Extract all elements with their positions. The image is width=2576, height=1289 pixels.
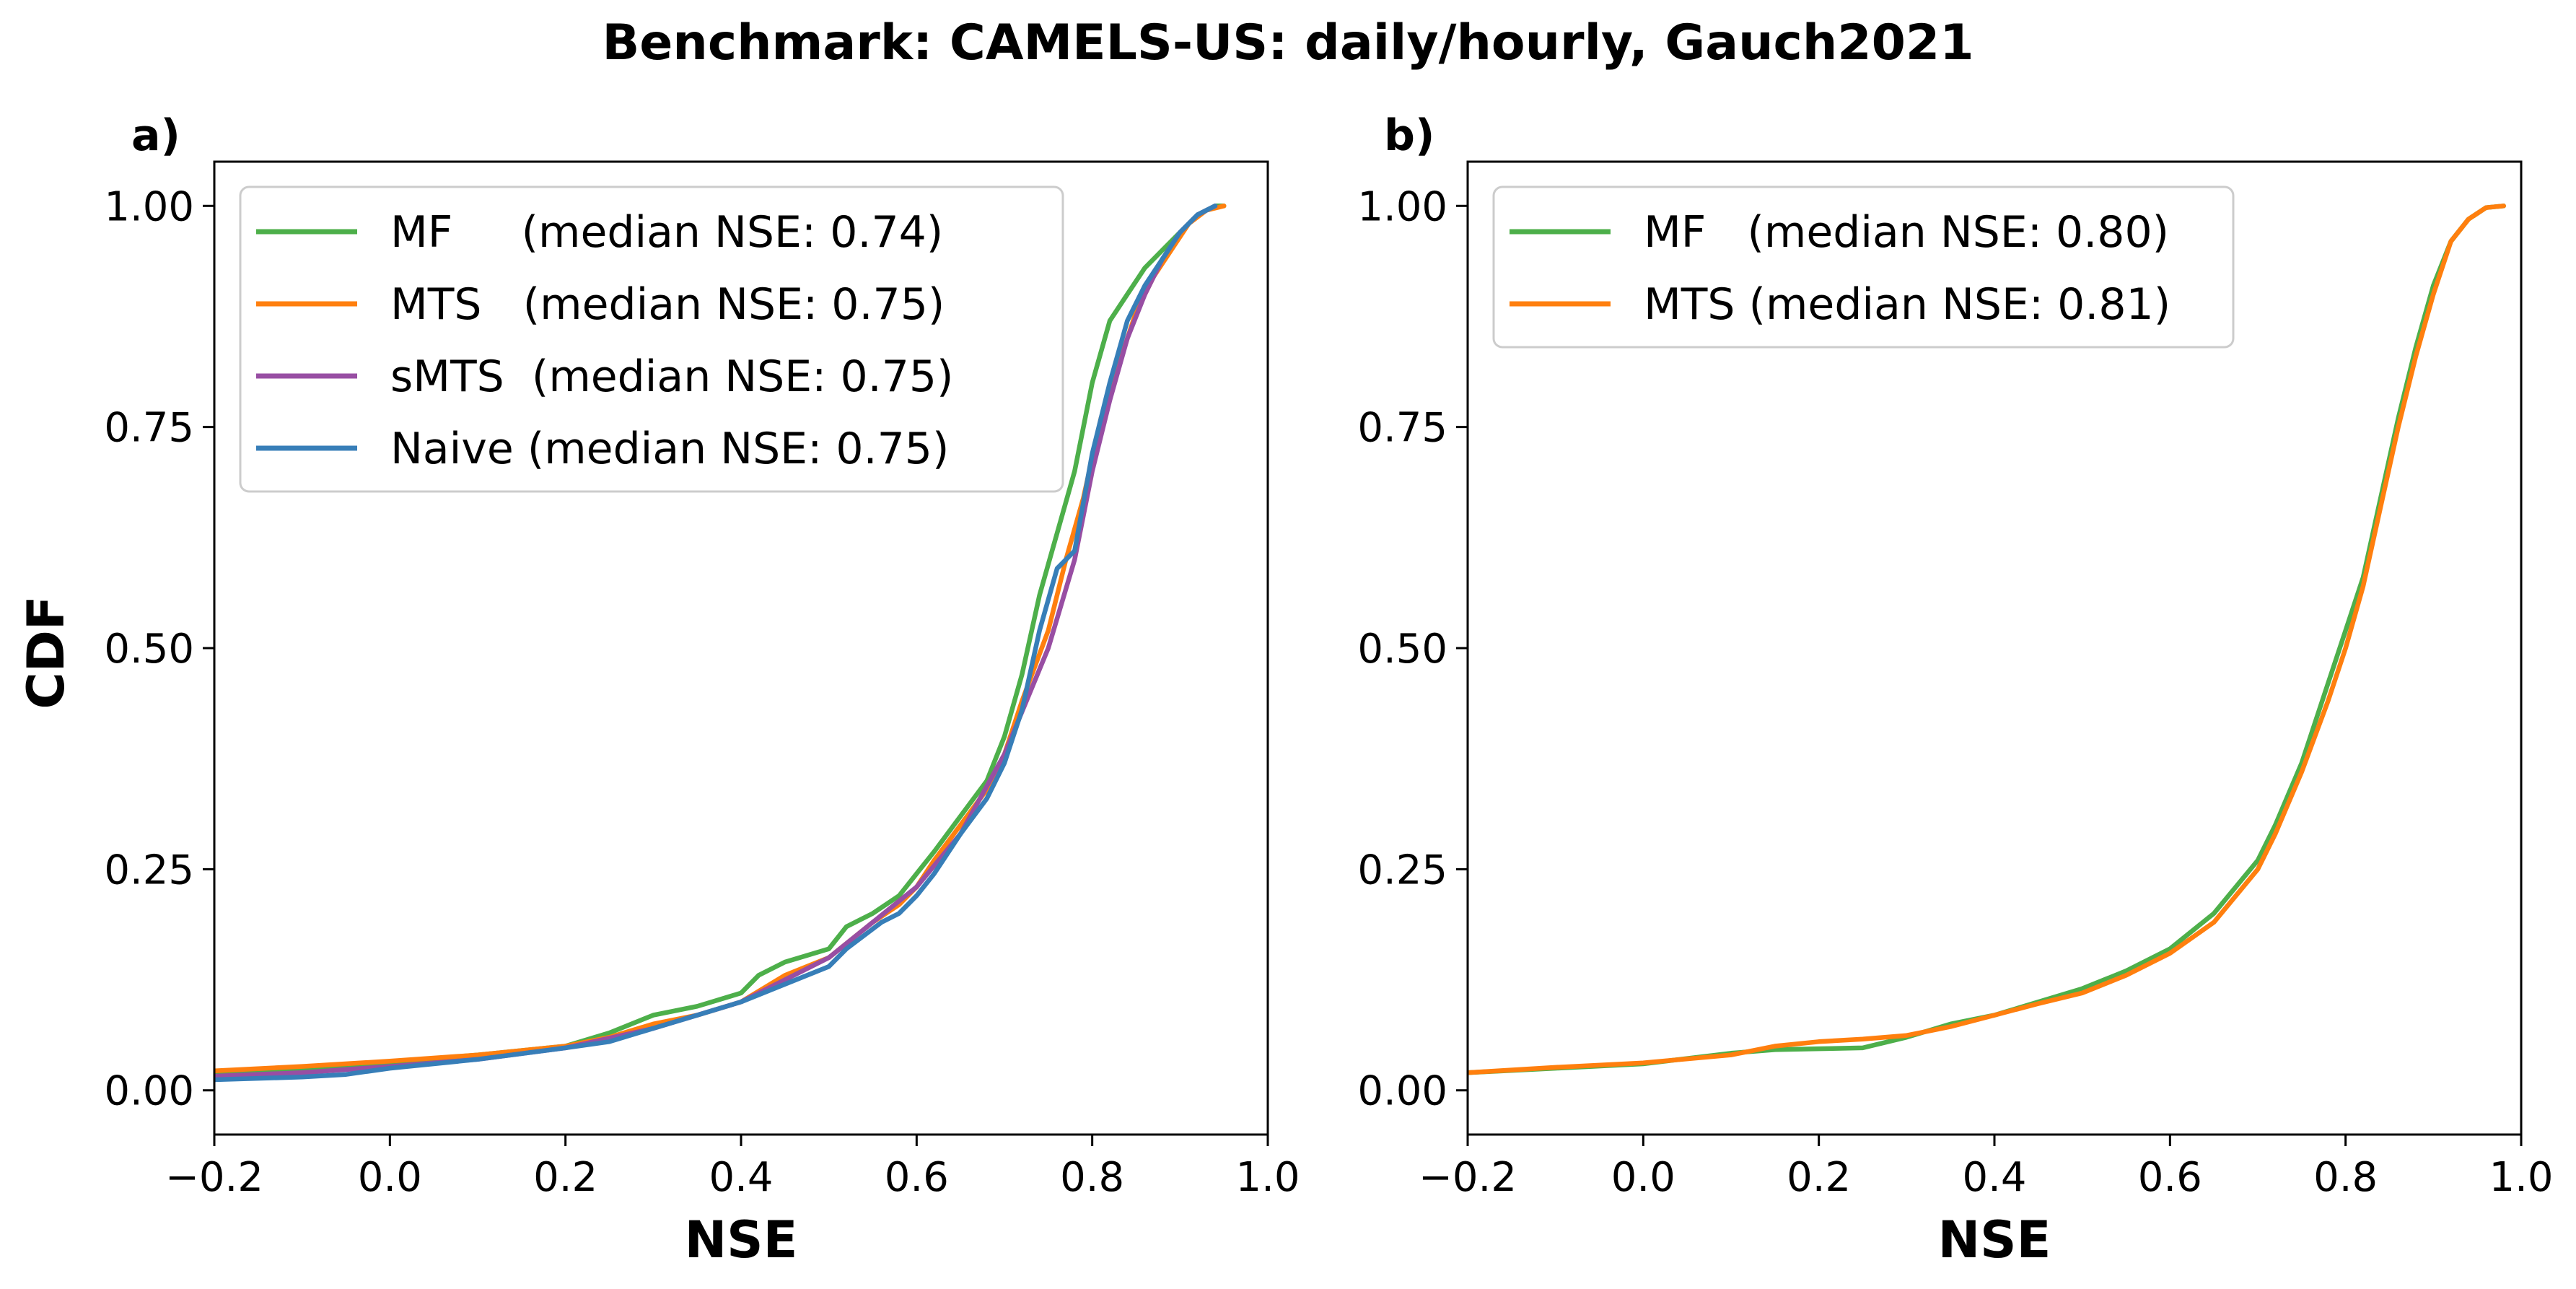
legend-b: MF (median NSE: 0.80) MTS (median NSE: 0.… [1492, 185, 2235, 349]
x-axis-label-a: NSE [685, 1210, 798, 1270]
legend-box-b [1492, 185, 2235, 349]
y-tick-label-b: 0.25 [1357, 847, 1447, 893]
panel-a: a) −0.2 0.0 0.2 0.4 0.6 0.8 1.0 0.00 0.25 0.50 0.7… [17, 110, 1300, 1270]
panel-label-a: a) [131, 110, 180, 161]
x-tick-label-a: 0.4 [709, 1154, 773, 1201]
x-tick-label-b: 0.4 [1962, 1154, 2026, 1201]
x-tick-label-b: 0.2 [1787, 1154, 1851, 1201]
x-tick-label-b: 1.0 [2489, 1154, 2553, 1201]
figure-title: Benchmark: CAMELS-US: daily/hourly, Gauc… [602, 14, 1973, 71]
panel-label-b: b) [1384, 110, 1434, 161]
series-group-a [214, 204, 1227, 1083]
series-line-b-1 [1468, 204, 2506, 1075]
series-line-b-0 [1468, 204, 2506, 1075]
legend-box-a [239, 185, 1064, 493]
y-tick-label-a: 0.00 [104, 1068, 194, 1115]
y-tick-label-b: 0.50 [1357, 626, 1447, 673]
y-tick-label-b: 0.75 [1357, 405, 1447, 452]
plot-area-b: −0.2 0.0 0.2 0.4 0.6 0.8 1.0 0.00 0.25 0.50 0.75 1.… [1357, 160, 2554, 1201]
panel-b: b) −0.2 0.0 0.2 0.4 0.6 0.8 1.0 0.00 0.25 0.50 0.7… [1357, 110, 2553, 1270]
legend-label-a-2: sMTS (median NSE: 0.75) [390, 351, 953, 402]
x-tick-label-a: 0.6 [885, 1154, 949, 1201]
y-tick-label-b: 0.00 [1357, 1068, 1447, 1115]
x-tick-label-a: 0.0 [358, 1154, 422, 1201]
series-line-a-0 [214, 204, 1227, 1075]
legend-label-a-0: MF (median NSE: 0.74) [390, 207, 943, 258]
x-tick-label-b: −0.2 [1419, 1154, 1517, 1201]
y-tick-label-b: 1.00 [1357, 183, 1447, 230]
x-tick-label-a: 1.0 [1235, 1154, 1300, 1201]
legend-label-b-1: MTS (median NSE: 0.81) [1644, 279, 2170, 330]
y-tick-label-a: 0.25 [104, 847, 194, 893]
x-tick-label-b: 0.0 [1611, 1154, 1675, 1201]
y-axis-label-a: CDF [17, 595, 76, 709]
x-axis-label-b: NSE [1938, 1210, 2051, 1270]
y-tick-label-a: 1.00 [104, 183, 194, 230]
x-tick-label-b: 0.8 [2313, 1154, 2378, 1201]
x-tick-label-a: 0.8 [1060, 1154, 1124, 1201]
series-line-a-3 [214, 204, 1218, 1083]
x-tick-label-a: 0.2 [533, 1154, 597, 1201]
x-tick-label-a: −0.2 [165, 1154, 263, 1201]
legend-a: MF (median NSE: 0.74) MTS (median NSE: 0.… [239, 185, 1064, 493]
legend-label-a-1: MTS (median NSE: 0.75) [390, 279, 945, 330]
legend-label-a-3: Naive (median NSE: 0.75) [390, 424, 949, 474]
y-tick-label-a: 0.50 [104, 626, 194, 673]
plot-area-a: −0.2 0.0 0.2 0.4 0.6 0.8 1.0 0.00 0.25 0.50 0.75 1.… [104, 160, 1300, 1201]
legend-label-b-0: MF (median NSE: 0.80) [1644, 207, 2169, 258]
series-group-b [1468, 204, 2506, 1075]
y-tick-label-a: 0.75 [104, 405, 194, 452]
x-tick-label-b: 0.6 [2138, 1154, 2202, 1201]
